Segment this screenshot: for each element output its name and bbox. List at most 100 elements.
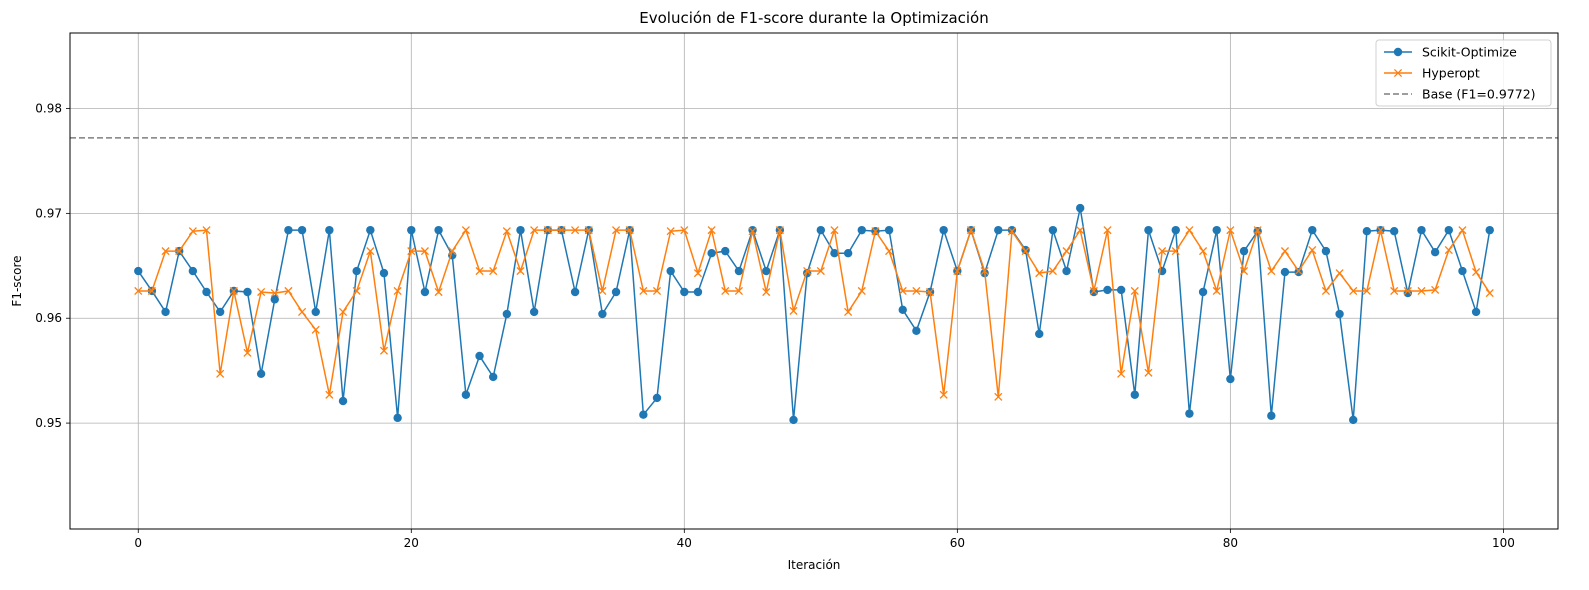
- data-point: [1226, 226, 1235, 235]
- data-point: [475, 351, 484, 361]
- data-point: [994, 225, 1003, 235]
- data-point: [1349, 286, 1358, 296]
- x-tick-label: 40: [677, 536, 692, 550]
- data-point: [1294, 266, 1303, 276]
- data-point: [147, 286, 156, 296]
- data-point: [448, 247, 457, 256]
- data-point: [407, 247, 416, 256]
- data-point: [420, 287, 430, 297]
- data-point: [762, 287, 771, 297]
- data-point: [1335, 269, 1344, 278]
- data-point: [857, 225, 866, 235]
- data-point: [857, 286, 866, 296]
- data-point: [1117, 369, 1126, 378]
- data-point: [461, 390, 471, 399]
- data-point: [516, 225, 525, 235]
- data-point: [707, 249, 716, 258]
- x-axis-title: Iteración: [788, 558, 841, 572]
- data-point: [134, 266, 143, 276]
- data-point: [216, 369, 225, 378]
- data-point: [680, 287, 689, 297]
- data-point: [488, 372, 498, 382]
- data-point: [1116, 285, 1126, 295]
- data-point: [1103, 226, 1112, 235]
- data-point: [461, 226, 470, 235]
- axis-ticks: 0 20 40 60 80 100 0.95 0.96 0.97 0.98: [35, 102, 1515, 550]
- data-point: [188, 266, 198, 276]
- data-point: [489, 266, 498, 276]
- data-point: [721, 246, 730, 256]
- data-point: [625, 226, 634, 235]
- data-point: [352, 286, 361, 296]
- data-point: [816, 225, 826, 235]
- data-point: [407, 225, 416, 235]
- data-point: [1431, 285, 1440, 294]
- data-point: [420, 247, 429, 256]
- data-point: [257, 287, 266, 297]
- data-point: [843, 249, 853, 258]
- data-point: [1144, 368, 1153, 377]
- data-point: [871, 227, 880, 236]
- data-point: [939, 390, 948, 399]
- data-point: [366, 247, 375, 256]
- data-point: [338, 396, 348, 406]
- data-point: [1267, 266, 1276, 276]
- data-point: [1212, 286, 1221, 296]
- data-point: [215, 307, 225, 317]
- data-point: [748, 225, 757, 235]
- data-point: [598, 286, 607, 296]
- data-point: [939, 225, 948, 235]
- x-tick-label: 60: [950, 536, 965, 550]
- data-point: [1103, 285, 1112, 295]
- data-point: [912, 286, 921, 296]
- data-point: [161, 307, 170, 317]
- data-point: [134, 286, 143, 296]
- data-point: [1239, 246, 1249, 256]
- grid: [70, 33, 1558, 529]
- data-point: [366, 225, 375, 235]
- data-point: [1239, 266, 1249, 276]
- data-point: [311, 307, 320, 317]
- data-point: [925, 287, 935, 297]
- data-point: [652, 286, 662, 296]
- data-point: [1021, 247, 1030, 256]
- data-point: [297, 225, 307, 235]
- data-point: [1321, 286, 1330, 296]
- data-point: [1198, 287, 1208, 297]
- data-point: [1472, 268, 1481, 277]
- data-point: [352, 266, 361, 276]
- data-point: [529, 307, 539, 317]
- data-point: [1280, 247, 1290, 256]
- data-point: [693, 287, 703, 297]
- data-point: [1212, 225, 1221, 235]
- data-point: [666, 266, 675, 276]
- data-point: [611, 287, 621, 297]
- data-point: [1089, 286, 1098, 296]
- data-point: [980, 266, 989, 276]
- data-point: [256, 369, 266, 379]
- data-point: [789, 415, 798, 425]
- data-point: [1471, 307, 1481, 317]
- data-point: [475, 266, 484, 276]
- data-point: [1458, 226, 1467, 235]
- data-point: [898, 286, 907, 296]
- data-point: [1062, 266, 1071, 276]
- data-point: [270, 295, 279, 304]
- data-point: [379, 346, 389, 355]
- y-tick-label: 0.96: [35, 311, 62, 325]
- data-point: [1362, 286, 1371, 296]
- data-point: [1485, 225, 1494, 235]
- data-point: [1267, 411, 1276, 420]
- data-point: [202, 287, 211, 297]
- data-point: [1389, 226, 1399, 236]
- data-point: [1062, 247, 1071, 256]
- data-point: [1390, 286, 1399, 296]
- data-point: [1403, 286, 1412, 296]
- data-point: [639, 410, 648, 419]
- data-point: [1158, 247, 1167, 256]
- series-scikit-optimize: [134, 203, 1494, 425]
- data-point: [243, 287, 252, 297]
- data-point: [434, 225, 443, 235]
- data-point: [844, 307, 853, 316]
